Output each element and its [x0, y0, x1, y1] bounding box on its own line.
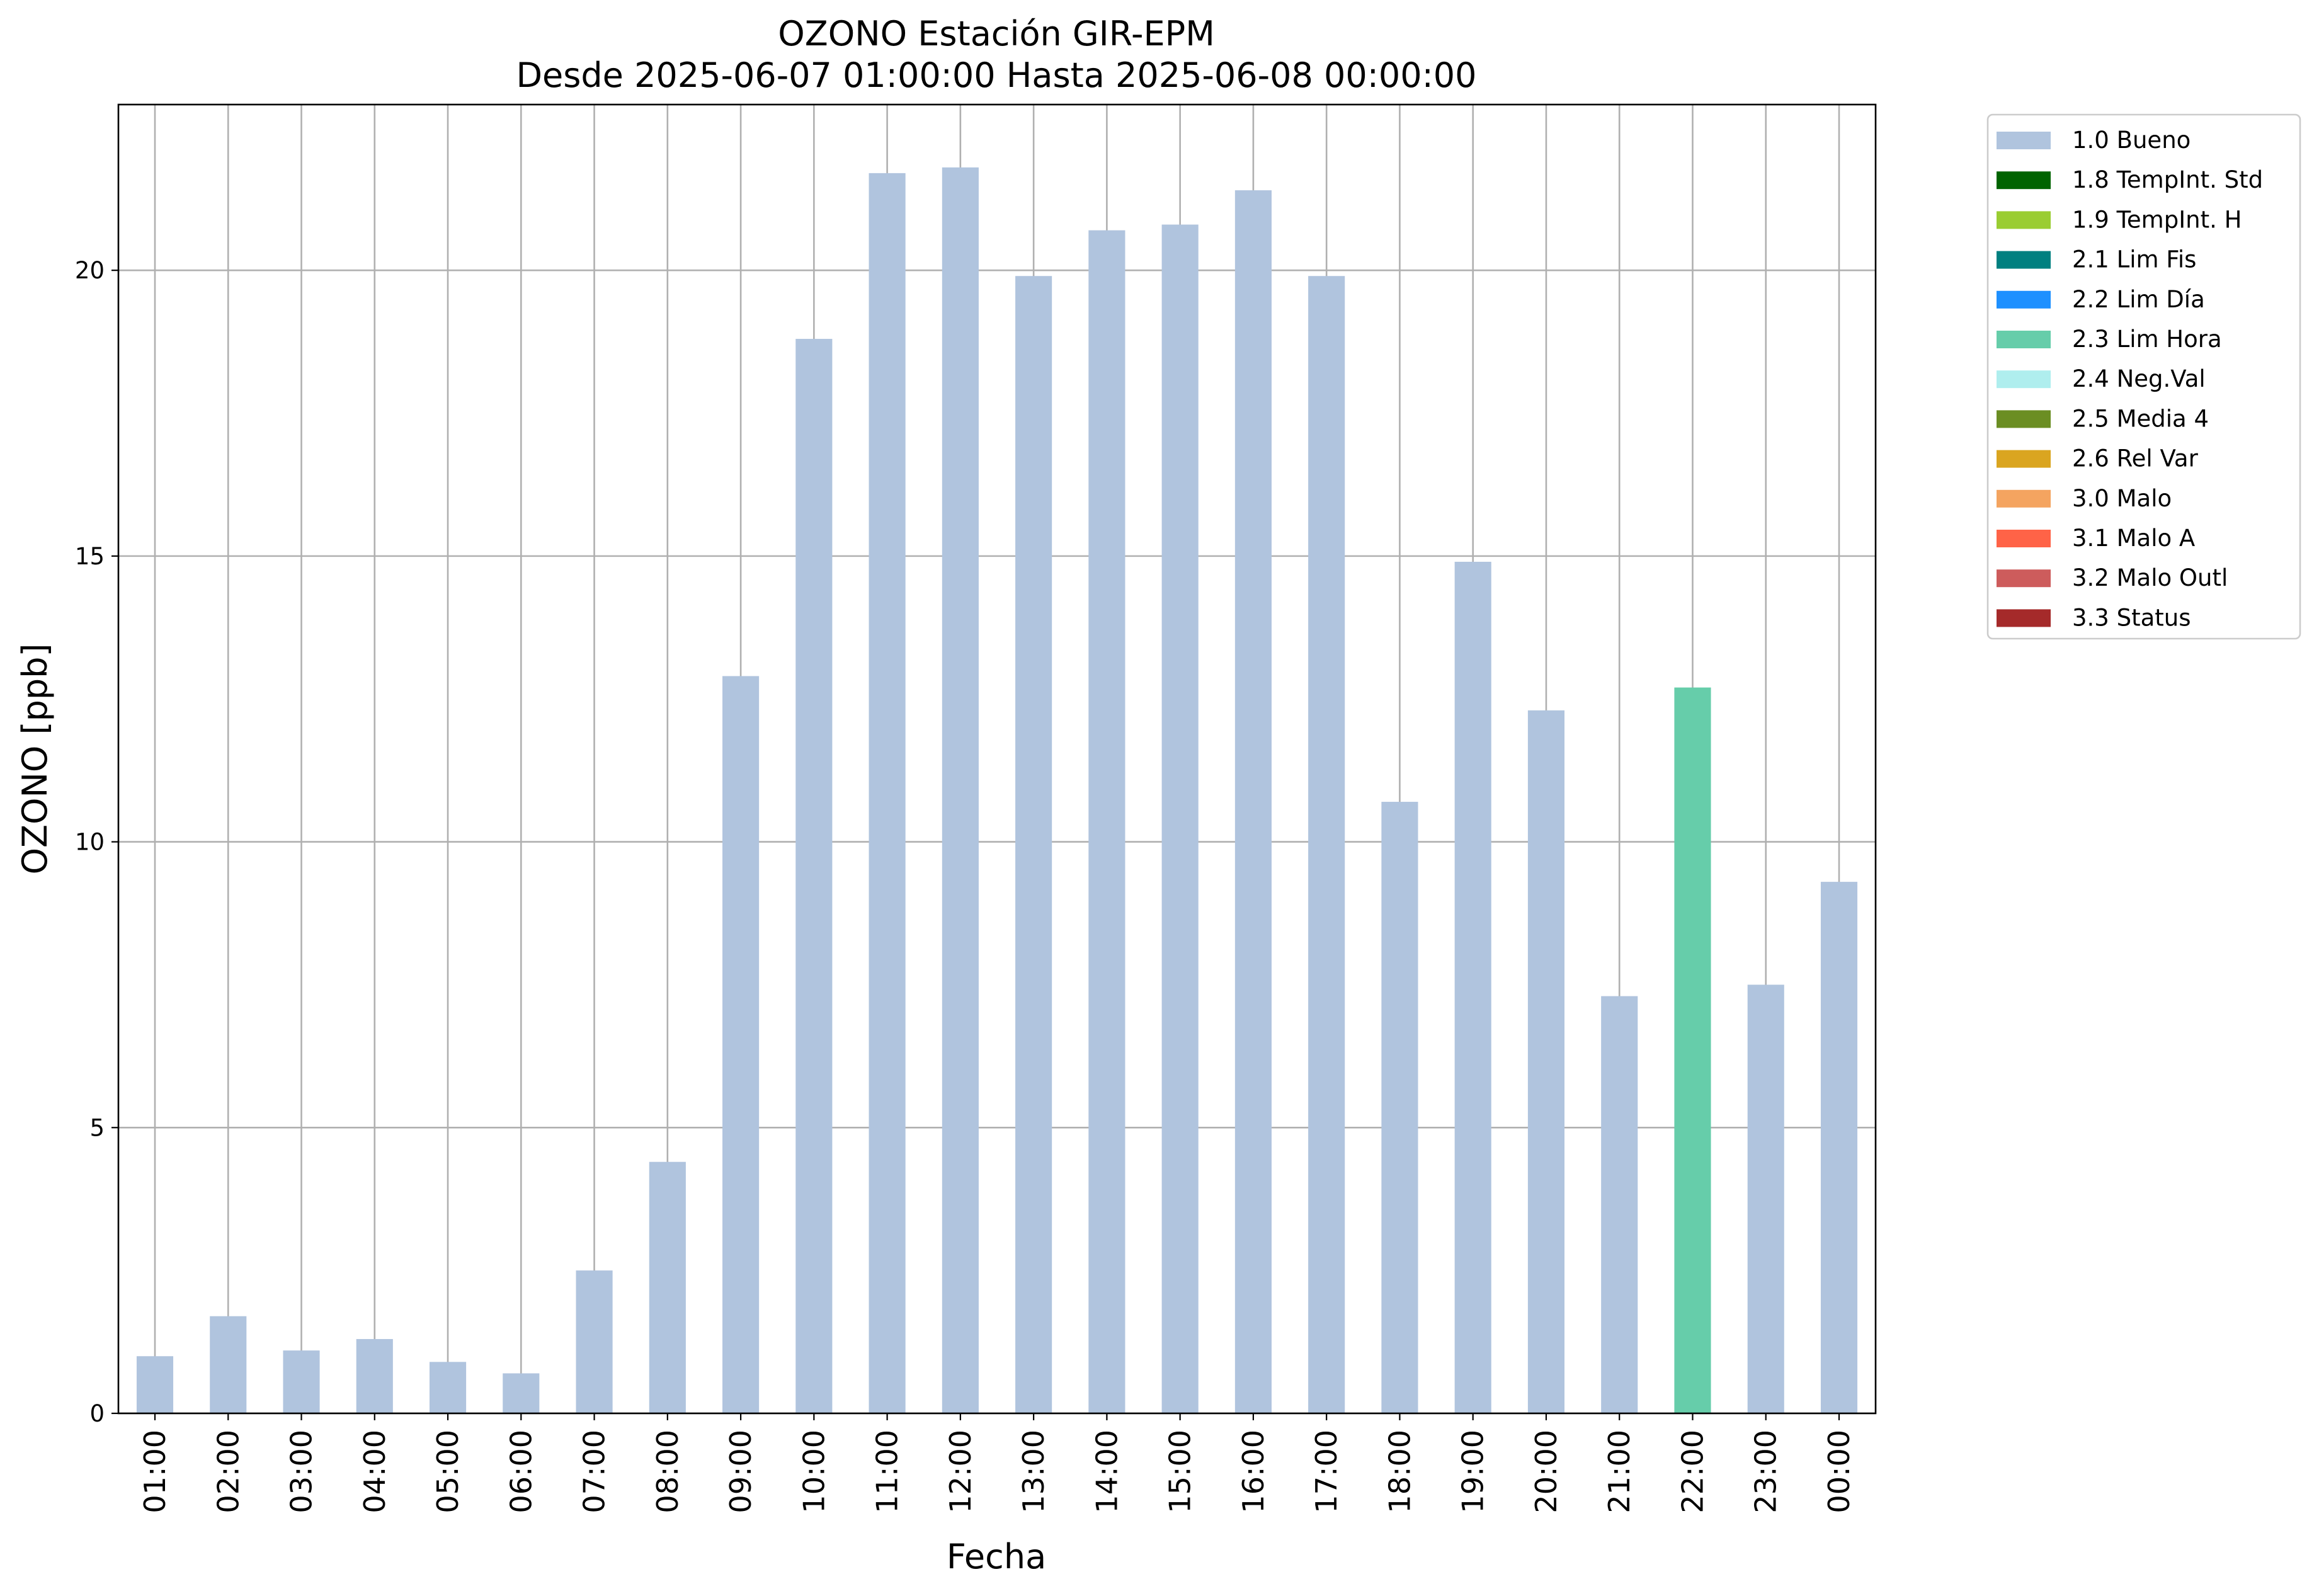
bar-23-00: [1747, 984, 1784, 1413]
legend-label: 2.1 Lim Fis: [2072, 246, 2196, 273]
bar-04-00: [356, 1339, 393, 1413]
bar-03-00: [283, 1350, 320, 1413]
x-tick-label: 06:00: [504, 1430, 538, 1513]
legend-swatch: [1997, 530, 2051, 547]
x-tick-label: 17:00: [1309, 1430, 1343, 1513]
legend-label: 2.6 Rel Var: [2072, 445, 2199, 472]
bar-05-00: [429, 1362, 467, 1413]
chart-title: OZONO Estación GIR-EPM: [778, 14, 1215, 54]
legend-label: 2.3 Lim Hora: [2072, 326, 2222, 353]
bar-13-00: [1015, 276, 1052, 1414]
bar-21-00: [1601, 996, 1638, 1413]
legend-swatch: [1997, 410, 2051, 428]
legend-label: 2.2 Lim Día: [2072, 286, 2205, 313]
x-tick-label: 09:00: [724, 1430, 758, 1513]
legend-box: [1986, 113, 2301, 640]
legend-label: 3.1 Malo A: [2072, 525, 2195, 552]
plot-frame: [117, 103, 1877, 1415]
x-tick-label: 19:00: [1456, 1430, 1490, 1513]
bar-10-00: [795, 339, 833, 1413]
legend-swatch: [1997, 290, 2051, 309]
bar-19-00: [1454, 561, 1491, 1413]
bar-00-00: [1820, 882, 1858, 1413]
x-tick-label: 22:00: [1675, 1430, 1709, 1513]
x-tick-label: 10:00: [797, 1430, 831, 1513]
x-tick-label: 11:00: [870, 1430, 904, 1513]
legend-label: 2.5 Media 4: [2072, 405, 2209, 432]
y-axis: 0 5 10 15 20: [75, 257, 118, 1427]
x-axis-label: Fecha: [947, 1537, 1046, 1576]
legend-swatch: [1997, 609, 2051, 627]
x-tick-label: 08:00: [651, 1430, 685, 1513]
x-tick-label: 00:00: [1822, 1430, 1856, 1513]
x-tick-label: 03:00: [285, 1430, 319, 1513]
legend-swatch: [1997, 211, 2051, 229]
bar-14-00: [1088, 230, 1125, 1413]
y-tick-label: 0: [89, 1400, 105, 1427]
legend-swatch: [1997, 489, 2051, 508]
y-tick-label: 20: [75, 257, 105, 284]
x-tick-label: 05:00: [431, 1430, 465, 1513]
y-tick-label: 5: [89, 1114, 105, 1141]
x-tick-label: 20:00: [1529, 1430, 1563, 1513]
legend-swatch: [1997, 171, 2051, 190]
x-axis: 01:00 02:00 03:00 04:00 05:00 06:00 07:00 08:00…: [138, 1413, 1856, 1513]
bar-02-00: [210, 1316, 247, 1413]
legend-swatch: [1997, 331, 2051, 348]
legend-swatch: [1997, 450, 2051, 468]
legend-swatch: [1997, 132, 2051, 149]
bar-17-00: [1308, 276, 1345, 1414]
bar-20-00: [1527, 710, 1565, 1413]
legend-swatch: [1997, 569, 2051, 588]
bar-01-00: [136, 1356, 174, 1413]
bar-16-00: [1234, 190, 1272, 1413]
x-tick-label: 18:00: [1382, 1430, 1416, 1513]
bars-layer: [136, 167, 1858, 1414]
legend-swatch: [1997, 251, 2051, 269]
x-tick-label: 04:00: [358, 1430, 392, 1513]
bar-09-00: [722, 676, 760, 1413]
bar-22-00: [1674, 687, 1711, 1413]
legend-swatch: [1997, 370, 2051, 389]
legend-label: 1.8 TempInt. Std: [2072, 166, 2263, 193]
legend-label: 3.2 Malo Outl: [2072, 564, 2228, 591]
x-tick-label: 02:00: [211, 1430, 245, 1513]
x-tick-label: 14:00: [1090, 1430, 1124, 1513]
bar-08-00: [649, 1161, 686, 1413]
x-tick-label: 13:00: [1017, 1430, 1051, 1513]
x-tick-label: 23:00: [1749, 1430, 1783, 1513]
x-tick-label: 15:00: [1163, 1430, 1197, 1513]
legend-label: 3.0 Malo: [2072, 485, 2172, 512]
y-tick-label: 15: [75, 543, 105, 570]
y-axis-label: OZONO [ppb]: [15, 643, 55, 874]
x-tick-label: 01:00: [138, 1430, 172, 1513]
bar-11-00: [869, 173, 906, 1413]
legend-label: 3.3 Status: [2072, 604, 2191, 631]
legend: 1.0 Bueno 1.8 TempInt. Std 1.9 TempInt. H 2…: [1986, 113, 2301, 640]
bar-12-00: [942, 167, 979, 1413]
x-tick-label: 21:00: [1602, 1430, 1636, 1513]
bar-18-00: [1381, 802, 1418, 1413]
legend-label: 2.4 Neg.Val: [2072, 365, 2206, 392]
legend-label: 1.9 TempInt. H: [2072, 206, 2242, 233]
legend-label: 1.0 Bueno: [2072, 127, 2191, 154]
bar-06-00: [503, 1373, 540, 1413]
bar-07-00: [576, 1270, 613, 1413]
bar-15-00: [1161, 224, 1199, 1413]
x-tick-label: 16:00: [1236, 1430, 1270, 1513]
x-tick-label: 07:00: [578, 1430, 612, 1513]
chart-subtitle: Desde 2025-06-07 01:00:00 Hasta 2025-06-…: [516, 55, 1476, 95]
x-tick-label: 12:00: [943, 1430, 977, 1513]
y-tick-label: 10: [75, 829, 105, 856]
